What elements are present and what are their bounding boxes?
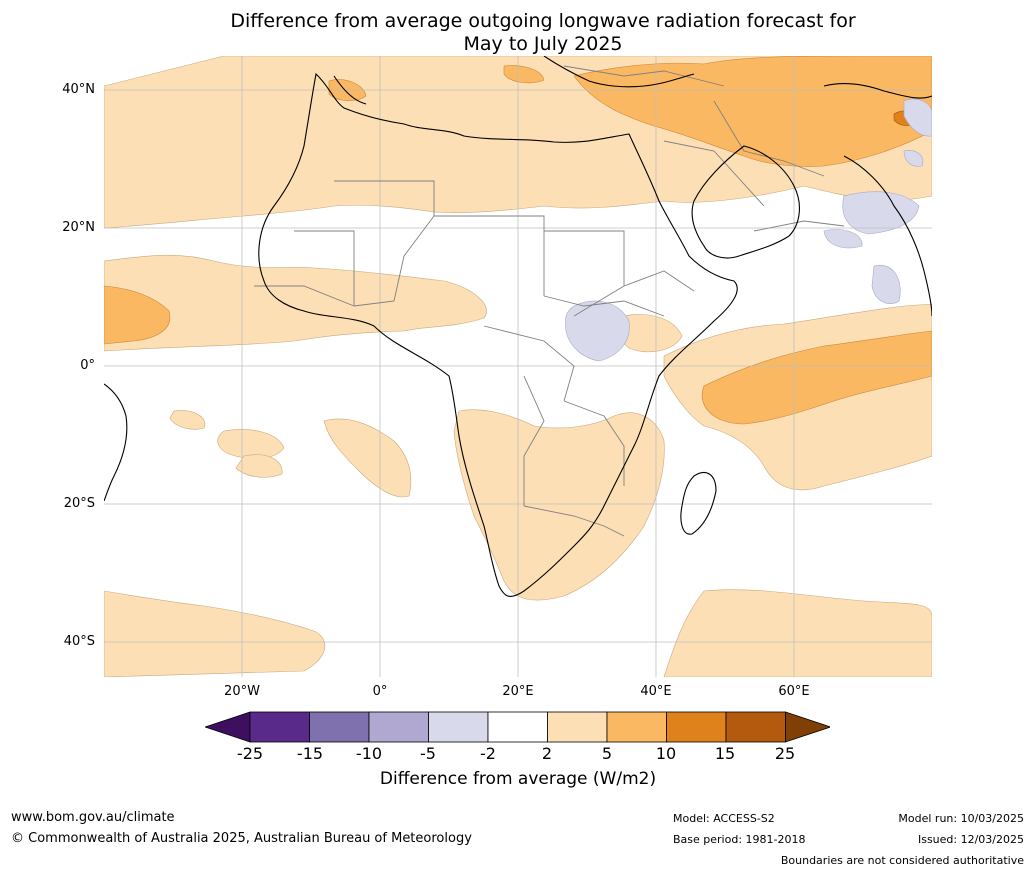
footer-model-run: Model run: 10/03/2025 <box>898 812 1024 825</box>
anomaly-pale-purple <box>564 98 932 362</box>
colorbar-cell <box>428 711 489 743</box>
colorbar-cell <box>487 711 548 743</box>
graticule <box>104 56 932 677</box>
lat-label-20n: 20°N <box>62 220 95 235</box>
colorbar-title: Difference from average (W/m2) <box>379 769 657 789</box>
colorbar-cell <box>249 711 310 743</box>
title-line-2: May to July 2025 <box>463 33 623 55</box>
lon-label-20e: 20°E <box>502 684 534 699</box>
colorbar-tick-label: -25 <box>236 744 264 763</box>
colorbar-tick-label: -5 <box>420 744 436 763</box>
lat-label-40s: 40°S <box>63 634 95 649</box>
title-line-1: Difference from average outgoing longwav… <box>230 10 856 32</box>
footer-base-period: Base period: 1981-2018 <box>673 833 806 846</box>
colorbar-cell <box>606 711 667 743</box>
colorbar-cell <box>368 711 429 743</box>
coastlines <box>104 56 932 597</box>
lon-label-60e: 60°E <box>778 684 810 699</box>
country-borders <box>254 65 845 537</box>
colorbar-tick-label: 2 <box>541 744 553 763</box>
footer-model: Model: ACCESS-S2 <box>673 812 775 825</box>
lat-label-0: 0° <box>80 358 95 373</box>
colorbar <box>205 711 830 743</box>
colorbar-tick-label: 5 <box>601 744 613 763</box>
lon-label-0: 0° <box>372 684 388 699</box>
colorbar-cell <box>309 711 370 743</box>
colorbar-tick-label: -2 <box>480 744 496 763</box>
colorbar-extend-high <box>785 711 830 743</box>
colorbar-tick-label: 10 <box>655 744 677 763</box>
footer-copyright: © Commonwealth of Australia 2025, Austra… <box>11 831 472 846</box>
lat-label-40n: 40°N <box>62 82 95 97</box>
colorbar-tick-label: 15 <box>714 744 736 763</box>
colorbar-tick-label: -15 <box>296 744 324 763</box>
colorbar-cell <box>547 711 608 743</box>
colorbar-cell <box>725 711 786 743</box>
footer-disclaimer: Boundaries are not considered authoritat… <box>780 854 1024 867</box>
lon-label-40e: 40°E <box>640 684 672 699</box>
footer-url: www.bom.gov.au/climate <box>11 810 175 825</box>
colorbar-cells <box>205 711 830 743</box>
footer-issued: Issued: 12/03/2025 <box>917 833 1024 846</box>
lon-label-20w: 20°W <box>224 684 260 699</box>
colorbar-tick-label: 25 <box>774 744 796 763</box>
map-svg <box>104 56 932 677</box>
map-title: Difference from average outgoing longwav… <box>143 10 943 56</box>
lat-label-20s: 20°S <box>63 496 95 511</box>
map-panel <box>104 56 932 677</box>
colorbar-extend-low <box>205 711 251 743</box>
colorbar-cell <box>666 711 727 743</box>
colorbar-tick-label: -10 <box>355 744 383 763</box>
